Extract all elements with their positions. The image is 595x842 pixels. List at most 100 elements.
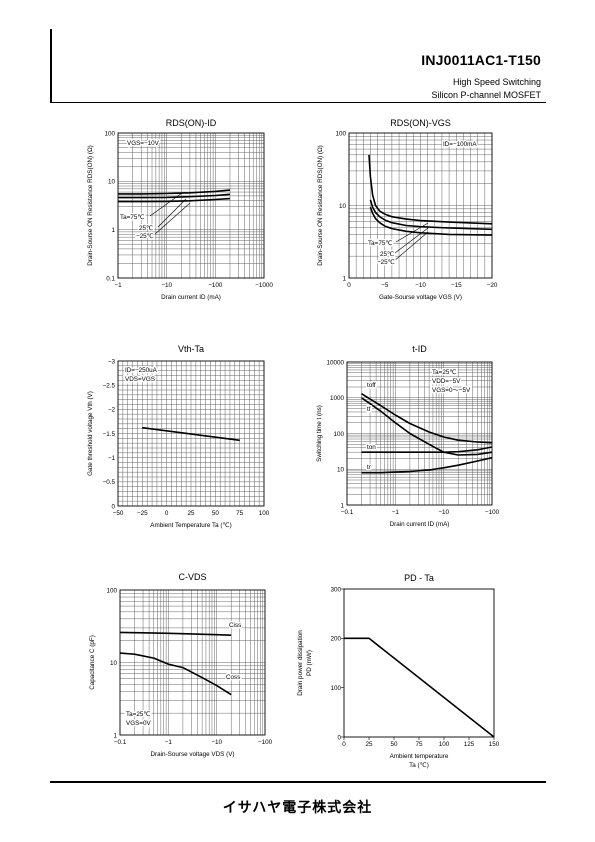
y-tick-label: 0 xyxy=(337,734,341,741)
company-name: イサハヤ電子株式会社 xyxy=(222,799,373,815)
series-line-rds-id-1 xyxy=(118,193,231,199)
x-tick-label: −0.1 xyxy=(114,739,127,746)
y-axis-label: Drain power dissipation xyxy=(297,630,304,696)
y-tick-label: 1 xyxy=(340,502,344,509)
subtitle-type: Silicon P-channel MOSFET xyxy=(431,90,541,100)
callout-line xyxy=(149,192,183,217)
chart-title: RDS(ON)-VGS xyxy=(390,118,451,128)
grid-c-vds xyxy=(120,590,265,735)
x-axis-label: Ambient temperature xyxy=(390,753,449,760)
y-tick-label: −3 xyxy=(108,358,116,365)
series-label: 25℃ xyxy=(139,225,153,232)
series-label: −25℃ xyxy=(136,233,154,240)
chart-title: Vth-Ta xyxy=(178,344,204,354)
series-label: −25℃ xyxy=(377,259,395,266)
y-tick-label: 100 xyxy=(335,130,346,137)
series-label: Ta=75℃ xyxy=(368,240,392,247)
y-tick-label: 10 xyxy=(108,179,116,186)
chart-vth-ta: −50 −25 0 25 50 75 100 0 −0.5 −1 −1.5 −2 −2.5 −3 Vth-T… xyxy=(87,344,270,529)
x-tick-label: 75 xyxy=(415,741,423,748)
x-axis-label: Ambient Temperature Ta (℃) xyxy=(150,522,231,529)
y-tick-label: 1000 xyxy=(330,395,345,402)
chart-title: RDS(ON)-ID xyxy=(166,118,217,128)
x-tick-label: −50 xyxy=(113,510,124,517)
x-tick-label: 0 xyxy=(347,282,351,289)
annotation: VGS=0V xyxy=(126,720,151,727)
header-frame-bottom xyxy=(50,102,546,103)
annotation: ID=−250uA xyxy=(125,367,158,374)
series-label: toff xyxy=(367,382,376,389)
callout-line xyxy=(395,222,429,243)
y-tick-label: 100 xyxy=(106,587,117,594)
grid-rds-vgs xyxy=(349,133,492,278)
x-tick-label: 0 xyxy=(342,741,346,748)
plot-frame-t-id xyxy=(346,361,493,506)
x-tick-label: −10 xyxy=(211,739,222,746)
annotation: VGS=0〜−5V xyxy=(432,387,471,394)
series-line-t-id-3 xyxy=(361,456,493,474)
y-axis-label: Drain-Sourse ON Resistance RDS(ON) (Ω) xyxy=(87,145,94,266)
callout-line xyxy=(394,227,429,254)
y-tick-label: −1 xyxy=(108,455,116,462)
y-tick-label: −1.5 xyxy=(103,431,116,438)
series-label: Ciss xyxy=(229,622,241,629)
series-line-rds-vgs-0 xyxy=(368,154,493,225)
series-label: ton xyxy=(367,444,376,451)
chart-rds-vgs: 0 −5 −10 −15 −20 1 10 100 RDS(ON)-VGS Gate-Sourse… xyxy=(317,118,498,301)
annotation: Ta=25℃ xyxy=(126,711,150,718)
x-tick-label: 50 xyxy=(390,741,398,748)
series-line-vth-ta-0 xyxy=(142,426,240,442)
series-line-t-id-2 xyxy=(361,446,493,453)
plot-frame-pd-ta xyxy=(343,588,495,738)
y-tick-label: 10 xyxy=(337,467,345,474)
grid-rds-id xyxy=(118,133,264,278)
plot-frame-c-vds xyxy=(119,589,266,736)
x-axis-label: Drain current ID (mA) xyxy=(161,294,221,301)
header-frame-left xyxy=(50,29,52,103)
annotation: VDD=−5V xyxy=(432,378,461,385)
y-tick-label: −0.5 xyxy=(103,479,116,486)
chart-title: C-VDS xyxy=(178,572,206,582)
y-tick-label: 10 xyxy=(339,203,347,210)
y-tick-label: 100 xyxy=(330,685,341,692)
series-line-t-id-1 xyxy=(361,397,493,456)
part-number: INJ0011AC1-T150 xyxy=(421,52,541,68)
x-tick-label: −25 xyxy=(137,510,148,517)
x-tick-label: −0.1 xyxy=(341,509,354,516)
plot-frame-rds-id xyxy=(117,132,265,279)
callout-line xyxy=(157,198,187,228)
chart-rds-id: −1 −10 −100 −1000 0.1 1 10 100 RDS(ON)-ID Drain c… xyxy=(87,118,273,301)
y-tick-label: 1 xyxy=(111,227,115,234)
grid-t-id xyxy=(347,362,492,505)
x-axis-label: Drain-Sourse voltage VDS (V) xyxy=(151,751,235,758)
y-tick-label: 100 xyxy=(104,130,115,137)
subtitle-speed: High Speed Switching xyxy=(452,77,541,87)
y-axis-label: Gate threshold voltage Vth (V) xyxy=(87,391,94,476)
series-label: 25℃ xyxy=(380,251,394,258)
x-tick-label: 150 xyxy=(489,741,500,748)
x-tick-label: 0 xyxy=(165,510,169,517)
series-line-rds-id-2 xyxy=(118,197,231,203)
y-axis-label: PD (mW) xyxy=(306,650,313,676)
y-tick-label: −2 xyxy=(108,407,116,414)
y-axis-label: Switching time t (ns) xyxy=(316,405,323,462)
y-tick-label: 1 xyxy=(113,732,117,739)
series-label: Ta=75℃ xyxy=(120,214,144,221)
callout-line xyxy=(153,202,191,236)
y-tick-label: 10 xyxy=(110,660,118,667)
series-line-c-vds-1 xyxy=(119,652,232,696)
y-tick-label: 1 xyxy=(342,275,346,282)
chart-title: PD - Ta xyxy=(404,573,434,583)
y-axis-label: Capacitance C (pF) xyxy=(89,635,96,690)
x-tick-label: −10 xyxy=(438,509,449,516)
annotation: VGS=−10V xyxy=(127,140,160,147)
series-line-rds-vgs-1 xyxy=(369,199,493,231)
series-label: tr xyxy=(367,464,371,471)
x-tick-label: −20 xyxy=(487,282,498,289)
series-line-c-vds-0 xyxy=(119,631,232,636)
plot-frame-vth-ta xyxy=(117,360,265,507)
y-tick-label: 300 xyxy=(330,586,341,593)
x-tick-label: 50 xyxy=(212,510,220,517)
series-line-pd-ta-0 xyxy=(344,637,495,738)
